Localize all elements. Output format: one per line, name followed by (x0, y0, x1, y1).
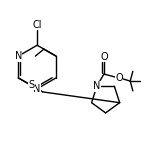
Text: N: N (33, 84, 41, 94)
Text: O: O (100, 52, 108, 62)
Text: Cl: Cl (32, 20, 42, 30)
Text: N: N (15, 51, 22, 61)
Text: N: N (93, 81, 101, 91)
Text: S: S (28, 80, 34, 90)
Text: O: O (115, 73, 123, 83)
